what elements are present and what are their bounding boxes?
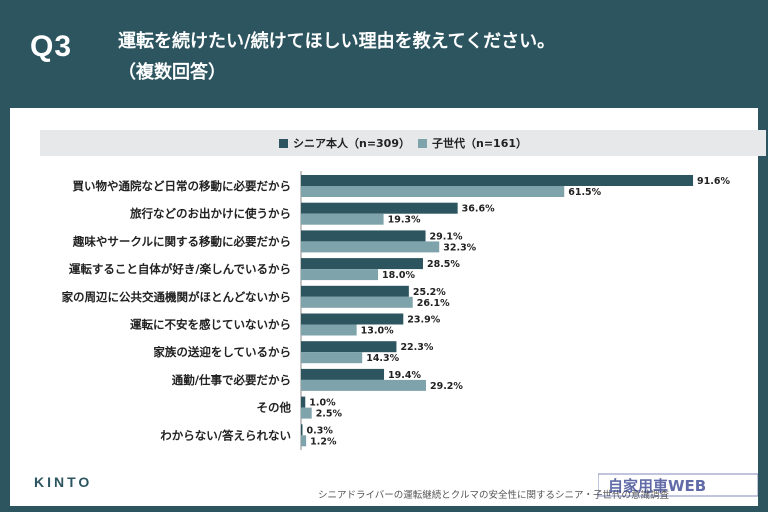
bar-senior (301, 258, 423, 270)
value-label-senior: 19.4% (388, 370, 421, 381)
bar-senior (301, 285, 409, 297)
value-label-senior: 36.6% (462, 204, 495, 215)
value-label-children: 26.1% (417, 298, 450, 309)
bar-chart: 買い物や通院など日常の移動に必要だから 91.6% 61.5% 旅行などのお出かけに使… (62, 171, 730, 450)
bar-senior (301, 175, 694, 186)
category-label: 趣味やサークルに関する移動に必要だから (72, 234, 291, 248)
value-label-senior: 28.5% (427, 259, 460, 270)
value-label-children: 61.5% (568, 187, 601, 198)
chart-title: 運転を続けたい/続けてほしい理由を教えてください。 (118, 31, 556, 52)
value-label-children: 2.5% (316, 409, 343, 420)
value-label-children: 13.0% (361, 326, 394, 337)
header: Q3 運転を続けたい/続けてほしい理由を教えてください。 （複数回答） (0, 0, 768, 108)
legend: シニア本人（n=309） 子世代（n=161） (40, 130, 766, 156)
bar-senior (301, 368, 385, 380)
category-label: 家の周辺に公共交通機関がほとんどないから (62, 290, 291, 304)
legend-swatch-children (418, 138, 427, 148)
value-label-senior: 0.3% (307, 425, 334, 436)
bar-senior (301, 202, 458, 214)
category-label: わからない/答えられない (160, 428, 291, 442)
bar-senior (301, 313, 404, 325)
legend-item-children: 子世代（n=161） (418, 135, 527, 151)
bar-senior (301, 424, 303, 436)
value-label-senior: 91.6% (697, 176, 730, 187)
legend-label-children: 子世代（n=161） (432, 137, 528, 150)
category-label: 買い物や通院など日常の移動に必要だから (73, 179, 292, 193)
source-note: シニアドライバーの運転継続とクルマの安全性に関するシニア・子世代の意識調査 (318, 490, 670, 501)
category-label: 運転すること自体が好き/楽しんでいるから (69, 262, 291, 276)
question-number: Q3 (30, 30, 73, 63)
category-label: 運転に不安を感じていないから (130, 318, 291, 332)
value-label-children: 18.0% (382, 270, 415, 281)
watermark-text: 自家用車WEB (608, 477, 706, 495)
category-label: その他 (257, 401, 292, 415)
value-label-senior: 1.0% (309, 398, 336, 409)
legend-item-senior: シニア本人（n=309） (278, 135, 410, 151)
bar-senior (301, 341, 397, 353)
bar-children (301, 407, 312, 419)
value-label-children: 14.3% (366, 353, 399, 364)
chart-subtitle: （複数回答） (118, 62, 226, 83)
bar-children (301, 241, 440, 253)
watermark-logo: 自家用車WEB (598, 473, 758, 497)
bar-senior (301, 396, 306, 408)
chart-panel: シニア本人（n=309） 子世代（n=161） 買い物や通院など日常の移動に必要… (10, 108, 766, 506)
bar-children (301, 352, 363, 364)
value-label-children: 32.3% (443, 242, 476, 253)
legend-bar: シニア本人（n=309） 子世代（n=161） (40, 130, 766, 156)
category-label: 通勤/仕事で必要だから (172, 373, 291, 387)
value-label-children: 1.2% (310, 436, 337, 447)
bar-children (301, 435, 307, 447)
value-label-senior: 25.2% (413, 287, 446, 298)
category-label: 旅行などのお出かけに使うから (130, 207, 291, 221)
bar-children (301, 296, 413, 308)
value-label-senior: 23.9% (407, 315, 440, 326)
category-label: 家族の送迎をしているから (153, 345, 291, 359)
bar-children (301, 186, 565, 197)
bar-children (301, 379, 426, 391)
bar-senior (301, 230, 426, 242)
bar-children (301, 269, 379, 281)
value-label-children: 19.3% (388, 215, 421, 226)
legend-label-senior: シニア本人（n=309） (292, 137, 410, 150)
legend-swatch-senior (278, 138, 288, 148)
kinto-logo: KINTO (34, 474, 93, 490)
value-label-senior: 22.3% (400, 342, 433, 353)
value-label-senior: 29.1% (430, 231, 463, 242)
bar-children (301, 213, 384, 225)
bar-children (301, 324, 357, 336)
value-label-children: 29.2% (430, 381, 463, 392)
